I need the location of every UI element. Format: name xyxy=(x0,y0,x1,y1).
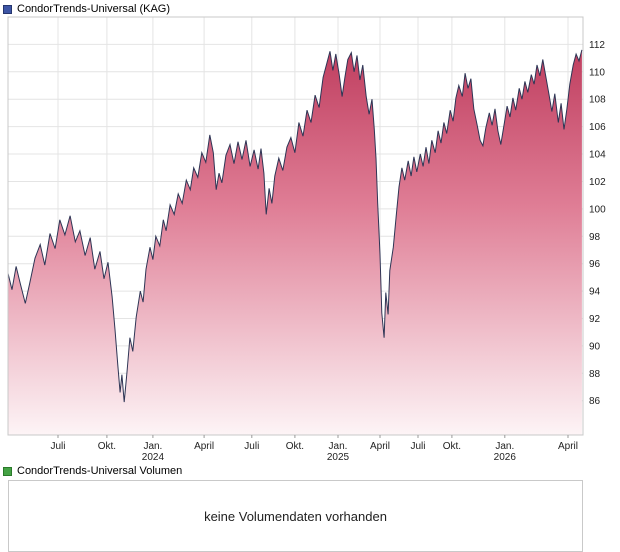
svg-text:104: 104 xyxy=(589,150,606,161)
svg-text:Jan.: Jan. xyxy=(143,441,162,452)
svg-text:April: April xyxy=(558,441,578,452)
svg-text:112: 112 xyxy=(589,40,605,51)
price-area-fill xyxy=(8,49,582,436)
svg-text:Juli: Juli xyxy=(244,441,259,452)
price-line xyxy=(7,49,583,403)
price-chart-title: CondorTrends-Universal (KAG) xyxy=(17,3,171,15)
svg-text:Juli: Juli xyxy=(410,441,425,452)
svg-text:Jan.: Jan. xyxy=(495,441,514,452)
plot-border xyxy=(7,16,584,436)
volume-chart-title: CondorTrends-Universal Volumen xyxy=(17,465,183,477)
svg-text:92: 92 xyxy=(589,314,601,325)
svg-text:Juli: Juli xyxy=(50,441,65,452)
price-legend-square-icon xyxy=(3,4,12,14)
svg-text:96: 96 xyxy=(589,259,601,270)
volume-legend-square-icon xyxy=(3,466,12,476)
svg-text:100: 100 xyxy=(589,204,606,215)
svg-text:98: 98 xyxy=(589,232,601,243)
svg-text:Jan.: Jan. xyxy=(329,441,348,452)
svg-text:94: 94 xyxy=(589,287,601,298)
svg-text:88: 88 xyxy=(589,369,601,380)
y-axis-labels: 86 88 90 92 94 96 98 100 102 104 106 108 110 112 xyxy=(589,40,606,407)
volume-panel: keine Volumendaten vorhanden xyxy=(8,480,583,552)
svg-text:2024: 2024 xyxy=(142,452,165,462)
svg-text:86: 86 xyxy=(589,396,601,407)
svg-text:108: 108 xyxy=(589,95,606,106)
svg-text:April: April xyxy=(370,441,390,452)
svg-text:106: 106 xyxy=(589,122,606,133)
volume-chart-legend: CondorTrends-Universal Volumen xyxy=(0,462,620,478)
svg-text:Okt.: Okt. xyxy=(98,441,116,452)
svg-text:Okt.: Okt. xyxy=(443,441,461,452)
volume-empty-message: keine Volumendaten vorhanden xyxy=(204,508,387,524)
svg-text:90: 90 xyxy=(589,341,601,352)
price-chart-legend: CondorTrends-Universal (KAG) xyxy=(0,0,620,16)
svg-text:Okt.: Okt. xyxy=(286,441,304,452)
svg-text:2025: 2025 xyxy=(327,452,350,462)
svg-text:110: 110 xyxy=(589,67,605,78)
svg-text:102: 102 xyxy=(589,177,606,188)
svg-text:2026: 2026 xyxy=(494,452,517,462)
price-chart-svg[interactable]: 86 88 90 92 94 96 98 100 102 104 106 108 110 112 Juli O… xyxy=(0,16,620,462)
svg-text:April: April xyxy=(194,441,214,452)
